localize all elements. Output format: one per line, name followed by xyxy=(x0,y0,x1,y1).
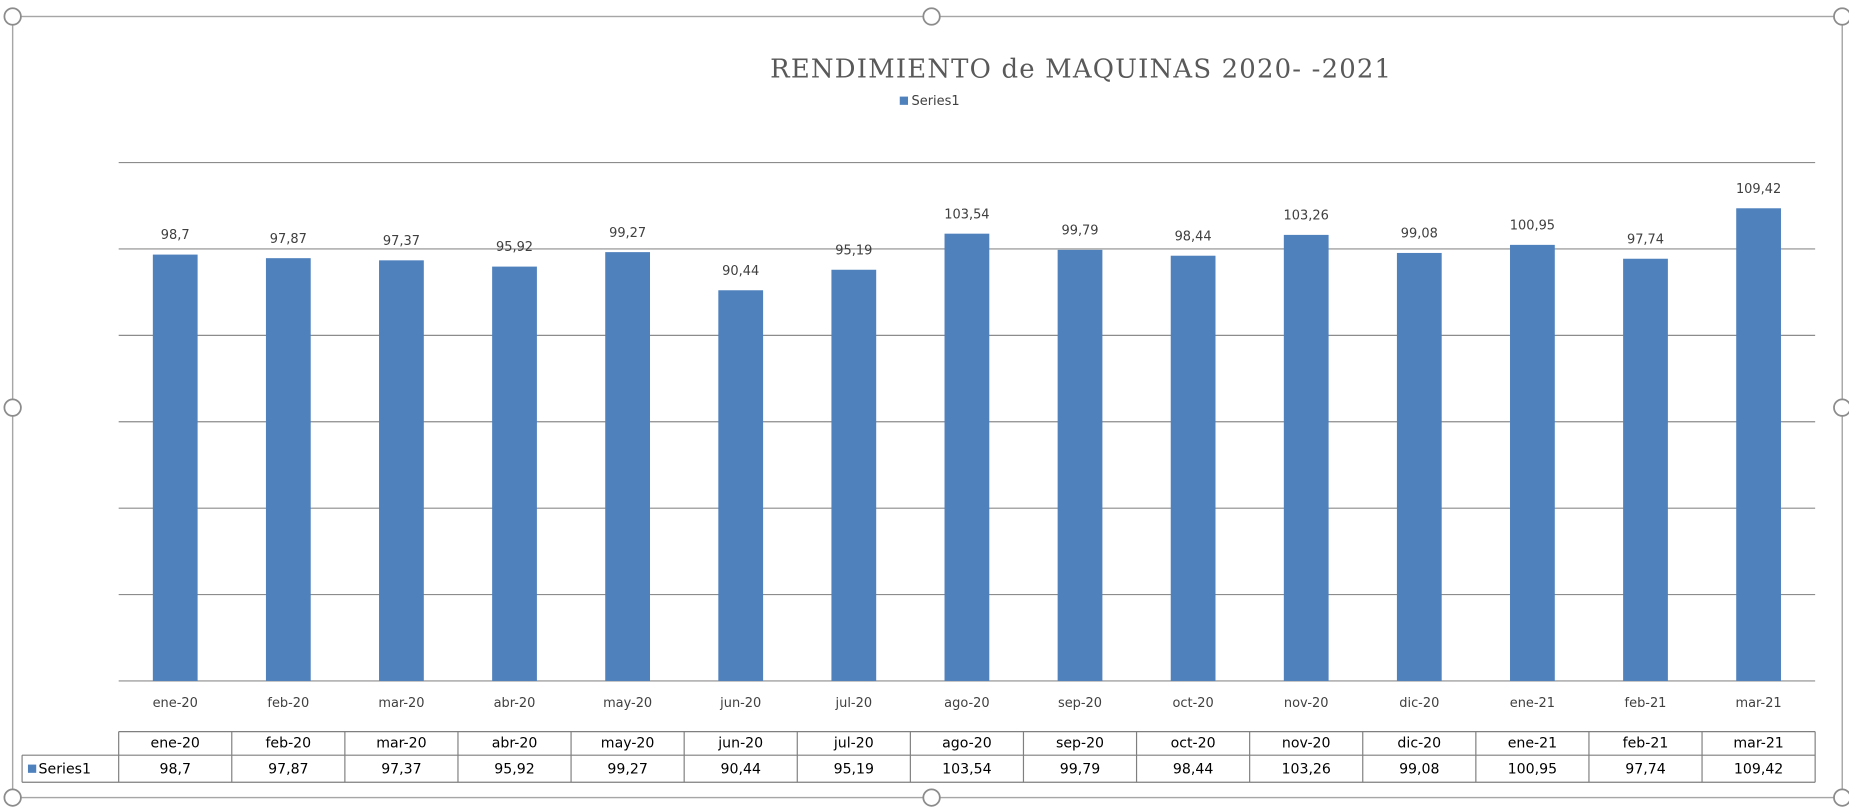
table-value-cell: 99,08 xyxy=(1399,761,1439,777)
table-value-cell: 109,42 xyxy=(1734,761,1783,777)
handle[interactable] xyxy=(1833,788,1849,807)
bar xyxy=(1736,208,1781,681)
x-tick-label: sep-20 xyxy=(1058,696,1102,711)
x-tick-label: ago-20 xyxy=(944,696,989,711)
table-header-cell: jul-20 xyxy=(833,735,874,751)
handle[interactable] xyxy=(3,788,22,807)
handle[interactable] xyxy=(1833,398,1849,417)
table-header-cell: feb-20 xyxy=(265,735,311,751)
table-header-cell: sep-20 xyxy=(1056,735,1104,751)
table-value-cell: 98,44 xyxy=(1173,761,1213,777)
handle[interactable] xyxy=(3,398,22,417)
handle[interactable] xyxy=(922,7,941,26)
x-tick-label: mar-21 xyxy=(1736,696,1782,711)
data-label: 98,7 xyxy=(161,228,190,243)
table-header-cell: nov-20 xyxy=(1282,735,1331,751)
x-tick-label: jul-20 xyxy=(835,696,873,711)
table-value-cell: 103,26 xyxy=(1281,761,1330,777)
table-value-cell: 99,27 xyxy=(607,761,647,777)
x-tick-label: ene-21 xyxy=(1510,696,1555,711)
x-tick-label: feb-20 xyxy=(267,696,309,711)
bar xyxy=(944,233,990,681)
x-tick-label: mar-20 xyxy=(378,696,424,711)
bar xyxy=(1510,244,1555,681)
handle[interactable] xyxy=(3,7,22,26)
bar xyxy=(265,258,311,681)
data-label: 103,26 xyxy=(1284,209,1329,224)
handle[interactable] xyxy=(1833,7,1849,26)
data-label: 100,95 xyxy=(1510,219,1555,234)
table-value-cell: 90,44 xyxy=(720,761,760,777)
x-tick-label: ene-20 xyxy=(153,696,198,711)
bar xyxy=(1170,255,1216,681)
table-header-cell: mar-20 xyxy=(376,735,426,751)
bar xyxy=(379,260,424,681)
x-tick-label: may-20 xyxy=(603,696,652,711)
table-header-cell: dic-20 xyxy=(1397,735,1441,751)
data-label: 97,37 xyxy=(383,234,420,249)
data-label: 99,79 xyxy=(1061,224,1098,239)
bar xyxy=(1283,234,1329,681)
data-label: 99,08 xyxy=(1401,227,1438,242)
x-tick-label: abr-20 xyxy=(494,696,536,711)
table-value-cell: 103,54 xyxy=(942,761,991,777)
table-header-cell: may-20 xyxy=(601,735,655,751)
data-label: 90,44 xyxy=(722,264,759,279)
bar xyxy=(1623,258,1668,681)
table-value-cell: 97,37 xyxy=(381,761,421,777)
x-tick-label: dic-20 xyxy=(1399,696,1439,711)
table-value-cell: 95,92 xyxy=(494,761,534,777)
data-label: 103,54 xyxy=(944,207,989,222)
data-label: 97,74 xyxy=(1627,232,1664,247)
table-header-cell: mar-21 xyxy=(1733,735,1783,751)
data-label: 97,87 xyxy=(270,232,307,247)
legend-label: Series1 xyxy=(912,94,960,109)
table-header-cell: abr-20 xyxy=(492,735,538,751)
table-value-cell: 98,7 xyxy=(160,761,191,777)
bar xyxy=(1396,252,1442,681)
data-label: 95,19 xyxy=(835,243,872,258)
bar xyxy=(152,254,198,681)
bar xyxy=(831,269,877,681)
table-value-cell: 97,74 xyxy=(1625,761,1665,777)
table-value-cell: 99,79 xyxy=(1060,761,1100,777)
table-header-cell: oct-20 xyxy=(1171,735,1216,751)
x-tick-label: oct-20 xyxy=(1172,696,1213,711)
table-value-cell: 95,19 xyxy=(834,761,874,777)
bar xyxy=(1057,249,1103,681)
legend-swatch xyxy=(899,96,909,105)
data-label: 109,42 xyxy=(1736,182,1781,197)
handle[interactable] xyxy=(922,788,941,807)
bar xyxy=(718,290,764,681)
table-header-cell: ene-20 xyxy=(151,735,200,751)
selection-handles xyxy=(3,7,1849,807)
bar xyxy=(605,252,651,681)
table-value-cell: 97,87 xyxy=(268,761,308,777)
x-tick-label: feb-21 xyxy=(1625,696,1667,711)
table-header-cell: jun-20 xyxy=(717,735,763,751)
data-label: 99,27 xyxy=(609,226,646,241)
x-tick-label: jun-20 xyxy=(719,696,761,711)
table-header-cell: ago-20 xyxy=(942,735,992,751)
x-tick-label: nov-20 xyxy=(1284,696,1329,711)
table-header-cell: ene-21 xyxy=(1508,735,1557,751)
data-label: 95,92 xyxy=(496,240,533,255)
chart-title: RENDIMIENTO de MAQUINAS 2020- -2021 xyxy=(770,55,1392,85)
table-header-cell: feb-21 xyxy=(1623,735,1669,751)
table-series-label: Series1 xyxy=(39,761,91,777)
data-label: 98,44 xyxy=(1175,229,1212,244)
table-legend-swatch xyxy=(27,764,37,773)
bar xyxy=(492,266,537,681)
table-value-cell: 100,95 xyxy=(1508,761,1557,777)
